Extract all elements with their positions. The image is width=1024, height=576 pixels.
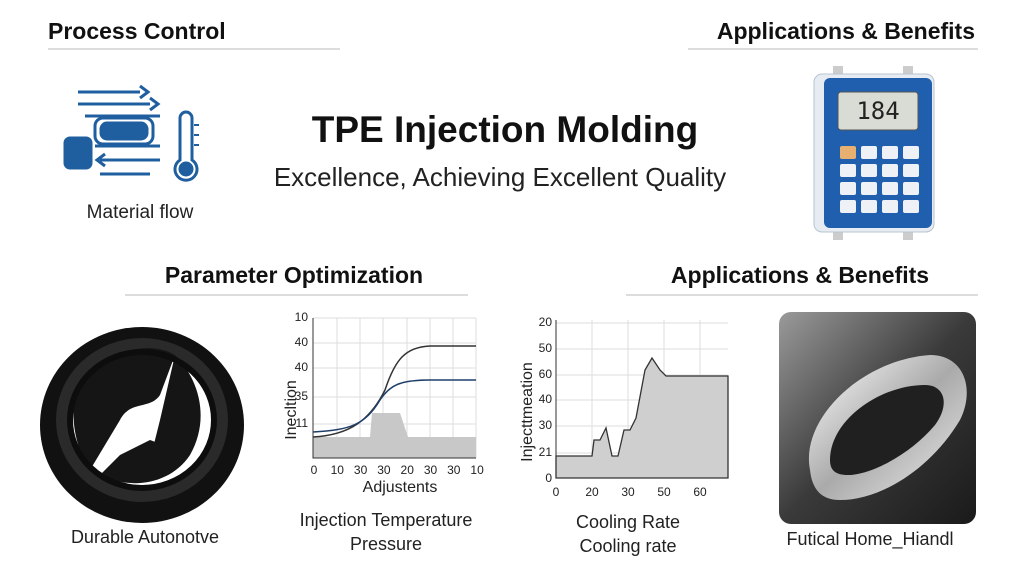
y-tick-label: 40	[295, 360, 309, 374]
x-tick-label: 0	[553, 485, 560, 499]
y-label: Inecltion	[283, 380, 300, 440]
chart-left-grid	[313, 317, 477, 458]
calculator-key	[903, 164, 919, 177]
x-tick-label: 50	[657, 485, 671, 499]
x-tick-label: 30	[447, 463, 461, 477]
x-tick-label: 0	[311, 463, 318, 477]
process-icon	[63, 84, 199, 182]
curve	[312, 345, 476, 438]
x-tick-label: 30	[354, 463, 368, 477]
y-tick-label: 30	[539, 418, 553, 432]
y-tick-label: 40	[295, 335, 309, 349]
calculator-key	[903, 182, 919, 195]
calculator-key	[903, 146, 919, 159]
header: Applications & Benefits	[671, 262, 929, 288]
x-label: Adjustents	[363, 479, 438, 496]
calculator-key	[882, 200, 898, 213]
x-tick-label: 30	[377, 463, 391, 477]
x-tick-label: 20	[585, 485, 599, 499]
caption: Cooling Rate	[576, 512, 680, 532]
x-tick-label: 10	[331, 463, 345, 477]
calculator-key	[861, 182, 877, 195]
axis	[312, 318, 476, 459]
y-label: Injecttmeation	[519, 362, 536, 462]
caption: Cooling rate	[579, 536, 676, 556]
calculator-display: 184	[856, 97, 899, 125]
calculator-key	[840, 200, 856, 213]
hero-title: TPE Injection Molding	[312, 109, 698, 150]
calculator: 184	[813, 66, 935, 240]
calculator-key	[903, 200, 919, 213]
x-tick-label: 30	[424, 463, 438, 477]
caption: Injection Temperature	[300, 510, 473, 530]
y-tick-label: 0	[545, 471, 552, 485]
calculator-key	[861, 146, 877, 159]
area	[313, 413, 476, 458]
header: Process Control	[48, 18, 226, 44]
x-tick-label: 10	[470, 463, 484, 477]
calculator-key	[882, 182, 898, 195]
y-tick-label: 20	[539, 315, 553, 329]
product-label: Durable Autonotve	[71, 527, 219, 547]
y-tick-label: 40	[539, 392, 553, 406]
header: Parameter Optimization	[165, 262, 423, 288]
y-tick-label: 60	[539, 367, 553, 381]
curve	[312, 379, 476, 433]
calculator-key	[861, 200, 877, 213]
header: Applications & Benefits	[717, 18, 975, 44]
calculator-key	[840, 164, 856, 177]
axis	[555, 320, 728, 479]
calculator-key	[882, 164, 898, 177]
caption: Pressure	[350, 534, 422, 554]
hero-subtitle: Excellence, Achieving Excellent Quality	[274, 162, 726, 192]
y-tick-label: 10	[295, 310, 309, 324]
x-tick-label: 60	[693, 485, 707, 499]
wheel-image	[40, 327, 244, 523]
area	[555, 356, 729, 479]
calculator-key	[861, 164, 877, 177]
y-tick-label: 35	[295, 389, 309, 403]
handle-image	[779, 312, 976, 524]
y-tick-label: 21	[539, 445, 553, 459]
product-label: Futical Home_Hiandl	[786, 529, 953, 550]
y-tick-label: 11	[296, 416, 309, 430]
calculator-key	[840, 182, 856, 195]
y-tick-label: 50	[539, 341, 553, 355]
calculator-key	[882, 146, 898, 159]
calculator-key	[840, 146, 856, 159]
x-tick-label: 20	[401, 463, 415, 477]
x-tick-label: 30	[621, 485, 635, 499]
icon-label: Material flow	[87, 202, 194, 223]
